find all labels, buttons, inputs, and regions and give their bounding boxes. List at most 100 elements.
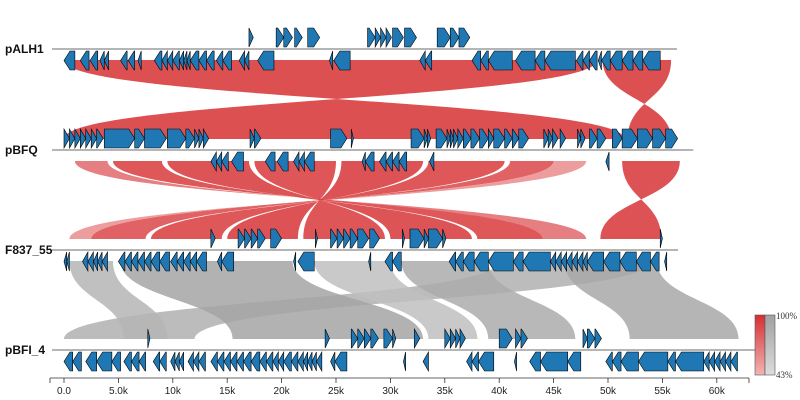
- gene-arrow-reverse[interactable]: [137, 251, 145, 272]
- gene-arrow-reverse[interactable]: [601, 50, 611, 71]
- gene-arrow-forward[interactable]: [74, 127, 81, 150]
- gene-arrow-reverse[interactable]: [120, 50, 128, 71]
- gene-arrow-reverse[interactable]: [512, 251, 524, 272]
- gene-arrow-forward[interactable]: [442, 228, 447, 249]
- gene-arrow-reverse[interactable]: [597, 50, 602, 71]
- gene-arrow-forward[interactable]: [343, 228, 351, 249]
- gene-arrow-forward[interactable]: [370, 328, 379, 349]
- gene-arrow-reverse[interactable]: [650, 251, 660, 272]
- gene-arrow-forward[interactable]: [511, 128, 520, 149]
- gene-arrow-forward[interactable]: [479, 128, 489, 149]
- gene-arrow-reverse[interactable]: [131, 251, 139, 272]
- gene-arrow-reverse[interactable]: [540, 351, 569, 372]
- gene-arrow-forward[interactable]: [283, 27, 293, 48]
- gene-arrow-forward[interactable]: [254, 128, 262, 149]
- gene-arrow-forward[interactable]: [369, 228, 380, 249]
- gene-arrow-reverse[interactable]: [708, 350, 715, 373]
- gene-arrow-reverse[interactable]: [422, 350, 429, 373]
- gene-arrow-forward[interactable]: [270, 228, 282, 249]
- gene-arrow-forward[interactable]: [249, 128, 255, 149]
- gene-arrow-reverse[interactable]: [150, 251, 161, 272]
- gene-arrow-forward[interactable]: [427, 128, 431, 149]
- gene-arrow-reverse[interactable]: [576, 50, 584, 71]
- gene-arrow-forward[interactable]: [237, 228, 245, 249]
- gene-arrow-forward[interactable]: [458, 27, 471, 48]
- gene-arrow-forward[interactable]: [515, 327, 522, 350]
- gene-arrow-reverse[interactable]: [303, 351, 309, 372]
- gene-arrow-forward[interactable]: [498, 328, 513, 349]
- gene-arrow-forward[interactable]: [357, 228, 369, 249]
- gene-arrow-reverse[interactable]: [329, 50, 334, 71]
- gene-arrow-reverse[interactable]: [582, 50, 590, 71]
- gene-arrow-forward[interactable]: [80, 127, 87, 150]
- gene-arrow-reverse[interactable]: [667, 351, 676, 372]
- gene-arrow-forward[interactable]: [185, 128, 195, 149]
- gene-arrow-forward[interactable]: [659, 228, 663, 249]
- gene-arrow-reverse[interactable]: [534, 50, 546, 71]
- gene-arrow-forward[interactable]: [423, 228, 429, 249]
- gene-arrow-forward[interactable]: [577, 128, 582, 149]
- gene-arrow-reverse[interactable]: [217, 351, 225, 372]
- gene-arrow-forward[interactable]: [330, 228, 338, 249]
- gene-arrow-reverse[interactable]: [514, 351, 517, 372]
- gene-arrow-reverse[interactable]: [172, 50, 180, 71]
- gene-arrow-reverse[interactable]: [297, 251, 315, 272]
- gene-arrow-reverse[interactable]: [276, 151, 289, 172]
- gene-arrow-forward[interactable]: [504, 128, 513, 149]
- gene-arrow-reverse[interactable]: [379, 151, 387, 172]
- gene-arrow-reverse[interactable]: [230, 351, 238, 372]
- gene-arrow-reverse[interactable]: [719, 350, 726, 373]
- gene-arrow-reverse[interactable]: [311, 351, 317, 372]
- gene-arrow-reverse[interactable]: [221, 151, 229, 172]
- gene-arrow-reverse[interactable]: [111, 351, 121, 372]
- gene-arrow-forward[interactable]: [85, 127, 92, 150]
- gene-arrow-forward[interactable]: [357, 328, 365, 349]
- gene-arrow-reverse[interactable]: [471, 50, 482, 71]
- gene-arrow-forward[interactable]: [552, 127, 559, 150]
- gene-arrow-forward[interactable]: [423, 128, 428, 149]
- gene-arrow-forward[interactable]: [446, 128, 451, 149]
- gene-arrow-reverse[interactable]: [487, 251, 514, 272]
- gene-arrow-forward[interactable]: [244, 228, 252, 249]
- gene-arrow-forward[interactable]: [198, 128, 204, 149]
- gene-arrow-reverse[interactable]: [183, 251, 191, 272]
- gene-arrow-reverse[interactable]: [638, 351, 669, 372]
- gene-arrow-forward[interactable]: [349, 228, 359, 249]
- gene-arrow-forward[interactable]: [594, 328, 602, 349]
- gene-arrow-forward[interactable]: [324, 328, 330, 349]
- gene-arrow-reverse[interactable]: [187, 350, 194, 373]
- gene-arrow-reverse[interactable]: [487, 50, 513, 71]
- gene-arrow-forward[interactable]: [621, 128, 638, 149]
- gene-arrow-reverse[interactable]: [620, 351, 639, 372]
- gene-arrow-reverse[interactable]: [725, 350, 732, 373]
- gene-arrow-reverse[interactable]: [334, 351, 348, 372]
- gene-arrow-reverse[interactable]: [429, 151, 435, 172]
- gene-arrow-forward[interactable]: [315, 228, 318, 249]
- gene-arrow-forward[interactable]: [167, 128, 187, 149]
- gene-arrow-forward[interactable]: [250, 228, 259, 249]
- gene-arrow-reverse[interactable]: [198, 50, 207, 71]
- gene-arrow-reverse[interactable]: [392, 151, 400, 172]
- gene-arrow-reverse[interactable]: [466, 350, 473, 373]
- gene-arrow-reverse[interactable]: [189, 251, 198, 272]
- gene-arrow-reverse[interactable]: [730, 351, 738, 372]
- gene-arrow-reverse[interactable]: [196, 251, 207, 272]
- gene-arrow-reverse[interactable]: [222, 50, 232, 71]
- gene-arrow-forward[interactable]: [428, 228, 443, 249]
- gene-arrow-forward[interactable]: [134, 128, 145, 149]
- gene-arrow-reverse[interactable]: [605, 151, 610, 172]
- gene-arrow-reverse[interactable]: [675, 351, 705, 372]
- gene-arrow-forward[interactable]: [404, 27, 417, 48]
- gene-arrow-forward[interactable]: [587, 328, 596, 349]
- gene-arrow-reverse[interactable]: [480, 50, 489, 71]
- gene-arrow-forward[interactable]: [96, 128, 104, 149]
- gene-arrow-forward[interactable]: [144, 128, 167, 149]
- gene-arrow-reverse[interactable]: [103, 50, 109, 71]
- gene-arrow-reverse[interactable]: [72, 351, 82, 372]
- gene-arrow-forward[interactable]: [543, 128, 549, 149]
- gene-arrow-reverse[interactable]: [118, 251, 126, 272]
- gene-arrow-forward[interactable]: [488, 127, 495, 150]
- gene-arrow-reverse[interactable]: [85, 351, 97, 372]
- gene-arrow-reverse[interactable]: [403, 351, 406, 372]
- gene-arrow-reverse[interactable]: [448, 251, 456, 272]
